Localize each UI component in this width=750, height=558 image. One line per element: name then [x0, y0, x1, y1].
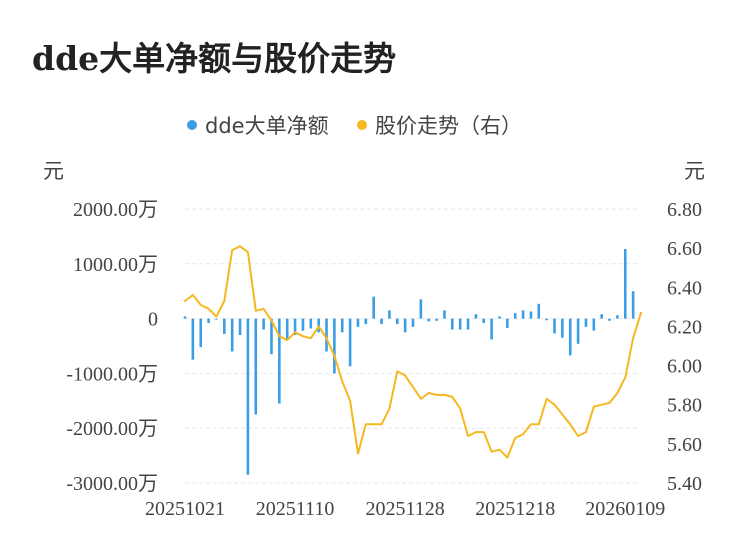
right-tick-label-5: 5.80	[667, 395, 702, 417]
x-tick-label-4: 20260109	[585, 498, 665, 520]
dde-bar-5	[223, 318, 226, 334]
left-tick-label-3: -1000.00万	[66, 363, 158, 385]
left-tick-label-0: 2000.00万	[73, 199, 158, 221]
dde-bar-32	[435, 318, 438, 321]
dde-bar-55	[616, 315, 619, 319]
dde-bar-21	[348, 318, 352, 367]
dde-bar-15	[301, 318, 305, 331]
price-line-series	[184, 245, 642, 459]
dde-bar-4	[215, 318, 218, 320]
x-tick-label-3: 20251218	[475, 498, 555, 520]
right-tick-label-0: 6.80	[667, 199, 702, 221]
dde-bar-39	[490, 318, 493, 340]
x-tick-label-1: 20251110	[256, 498, 335, 520]
dde-bar-40	[498, 316, 501, 319]
dde-bar-25	[380, 318, 383, 325]
dde-bar-51	[584, 318, 588, 327]
left-axis-unit: 元	[43, 159, 64, 183]
dde-bar-36	[466, 318, 470, 330]
dde-bar-34	[451, 318, 454, 330]
dde-bar-43	[521, 310, 525, 319]
dde-bar-47	[553, 318, 556, 334]
x-axis-ticks: 20251021 20251110 20251128 20251218 20260109	[145, 498, 665, 520]
dde-bar-48	[561, 318, 564, 338]
dde-bar-16	[309, 318, 313, 329]
dde-bar-11	[270, 318, 273, 355]
dde-bar-38	[482, 318, 486, 323]
dde-bar-49	[568, 318, 572, 356]
dde-bar-33	[443, 310, 446, 319]
dde-bar-45	[537, 303, 541, 319]
right-tick-label-2: 6.40	[667, 277, 702, 299]
dde-bar-54	[608, 318, 611, 321]
dde-bar-37	[474, 314, 478, 319]
left-tick-label-2: 0	[148, 309, 158, 331]
dde-bar-3	[207, 318, 210, 323]
price-line	[184, 245, 642, 459]
dde-bar-19	[333, 318, 336, 374]
dde-bar-30	[419, 299, 423, 319]
chart-title: dde大单净额与股价走势	[32, 39, 396, 78]
dde-bar-44	[529, 311, 533, 319]
legend-dde-marker	[187, 120, 197, 130]
dde-bar-22	[356, 318, 360, 327]
left-tick-label-1: 1000.00万	[73, 254, 158, 276]
dde-bar-57	[631, 291, 635, 319]
legend-dde-label[interactable]: dde大单净额	[205, 114, 329, 138]
legend-price-label[interactable]: 股价走势（右）	[375, 114, 522, 138]
grid-layer	[185, 208, 641, 484]
dde-bar-28	[403, 318, 407, 333]
legend[interactable]: dde大单净额 股价走势（右）	[187, 114, 522, 138]
dde-bar-9	[254, 318, 258, 415]
dde-bar-12	[278, 318, 281, 404]
dde-bar-35	[458, 318, 462, 330]
dde-bar-24	[372, 296, 375, 319]
left-axis-ticks: 2000.00万 1000.00万 0 -1000.00万 -2000.00万 -3000…	[66, 199, 158, 495]
dde-bar-20	[340, 318, 344, 333]
dde-bar-42	[513, 313, 517, 319]
dde-bar-10	[262, 318, 265, 330]
dde-bar-50	[576, 318, 580, 344]
dde-bar-31	[427, 318, 431, 322]
dde-bar-18	[325, 318, 328, 352]
right-tick-label-3: 6.20	[667, 316, 702, 338]
left-tick-label-5: -3000.00万	[66, 473, 158, 495]
dde-bar-52	[592, 318, 596, 331]
right-tick-label-1: 6.60	[667, 238, 702, 260]
dde-bar-26	[388, 310, 391, 319]
dde-bar-7	[238, 318, 242, 336]
dde-bar-6	[230, 318, 234, 352]
x-tick-label-2: 20251128	[366, 498, 445, 520]
dde-bar-41	[506, 318, 509, 328]
x-tick-label-0: 20251021	[145, 498, 225, 520]
left-tick-label-4: -2000.00万	[66, 418, 158, 440]
dde-bar-13	[285, 318, 289, 341]
dde-bar-14	[293, 318, 297, 336]
right-tick-label-6: 5.60	[667, 434, 702, 456]
dde-bar-46	[545, 318, 548, 321]
dde-bar-56	[623, 249, 627, 319]
dde-bar-29	[411, 318, 415, 327]
dde-bar-53	[600, 314, 603, 319]
right-tick-label-7: 5.40	[667, 473, 702, 495]
right-axis-ticks: 6.80 6.60 6.40 6.20 6.00 5.80 5.60 5.40	[667, 199, 702, 495]
dde-bar-23	[364, 318, 368, 325]
dde-bar-27	[395, 318, 399, 325]
dde-bar-0	[183, 316, 187, 319]
right-axis-unit: 元	[684, 159, 705, 183]
dde-bar-series	[183, 249, 635, 475]
right-tick-label-4: 6.00	[667, 356, 702, 378]
legend-price-marker	[357, 120, 367, 130]
dde-bar-2	[199, 318, 203, 348]
dde-bar-8	[246, 318, 250, 475]
dde-bar-1	[191, 318, 195, 360]
